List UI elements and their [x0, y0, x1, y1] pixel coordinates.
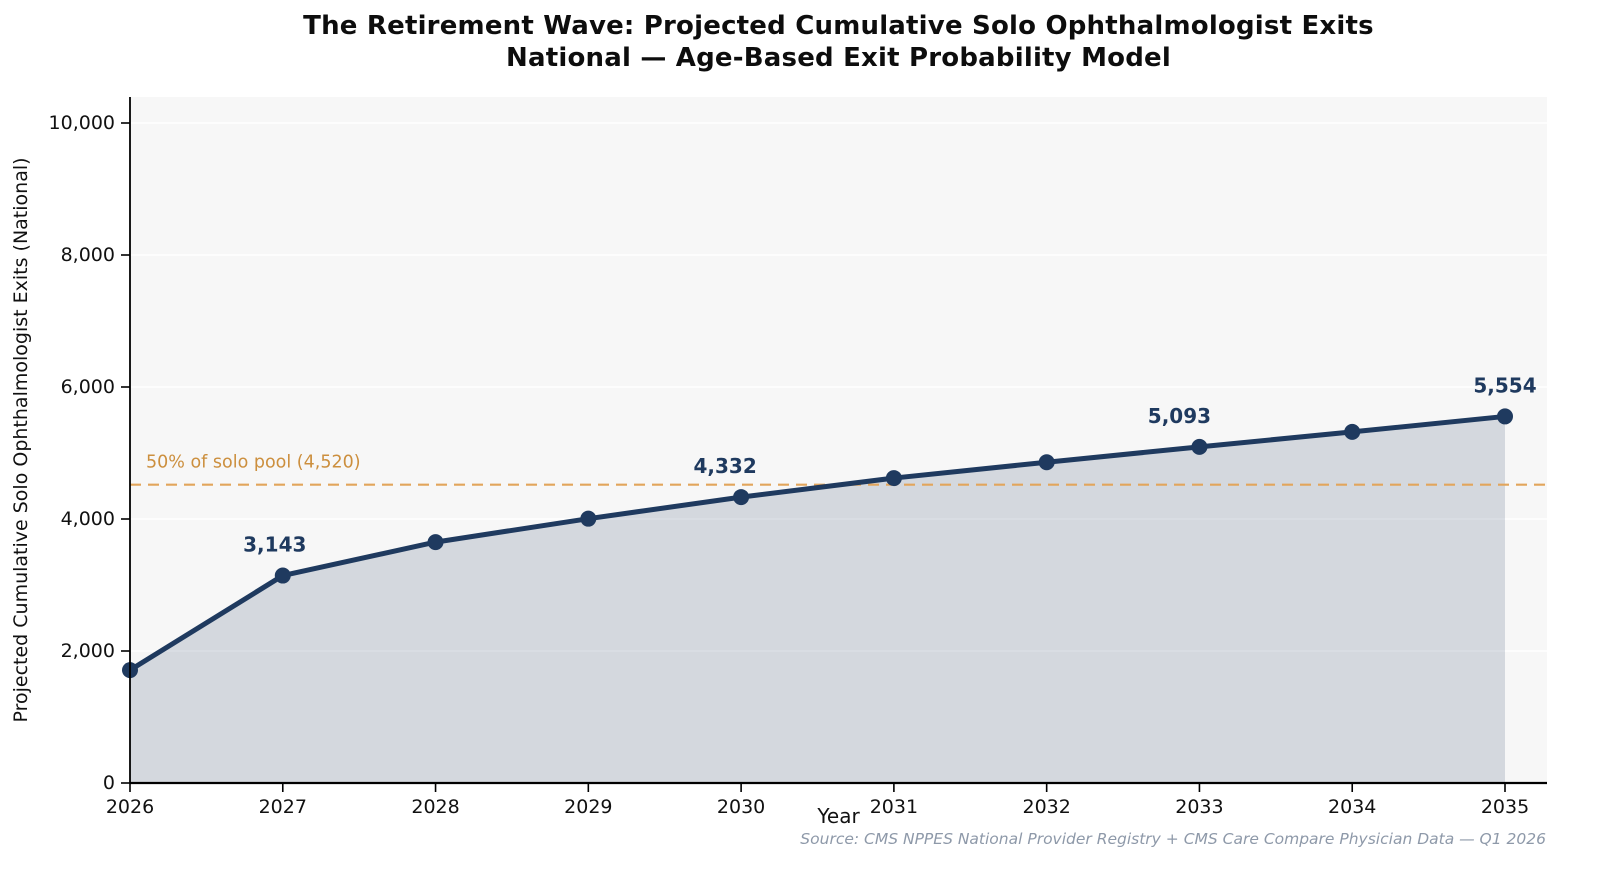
x-tick-label: 2033 [1175, 796, 1223, 818]
data-point-marker [274, 567, 291, 584]
y-tick-label: 8,000 [61, 244, 115, 266]
data-point-marker [885, 470, 902, 487]
y-tick-label: 2,000 [61, 640, 115, 662]
x-tick-label: 2026 [106, 796, 154, 818]
x-tick-label: 2028 [411, 796, 459, 818]
data-point-marker [733, 489, 750, 506]
x-tick-label: 2031 [870, 796, 918, 818]
y-tick-label: 4,000 [61, 508, 115, 530]
data-point-marker [1497, 408, 1513, 425]
x-tick-label: 2030 [717, 796, 765, 818]
point-value-label: 3,143 [243, 533, 306, 557]
x-tick-label: 2032 [1022, 796, 1070, 818]
series-line [127, 413, 1508, 673]
plot-background [130, 97, 1547, 783]
x-tick-label: 2035 [1481, 796, 1529, 818]
point-value-label: 5,554 [1473, 373, 1536, 397]
chart-title: The Retirement Wave: Projected Cumulativ… [303, 11, 1374, 73]
data-point-marker [1191, 438, 1208, 455]
y-tick-label: 0 [103, 772, 115, 794]
y-tick-label: 10,000 [49, 112, 115, 134]
point-value-label: 5,093 [1148, 404, 1211, 428]
x-tick-label: 2027 [259, 796, 307, 818]
x-tick-label: 2029 [564, 796, 612, 818]
data-point-marker [580, 510, 597, 527]
point-value-label: 4,332 [693, 454, 756, 478]
source-note: Source: CMS NPPES National Provider Regi… [800, 830, 1546, 848]
area-fill [130, 416, 1505, 783]
data-point-marker [1344, 423, 1361, 440]
y-tick-label: 6,000 [61, 376, 115, 398]
data-point-marker [427, 534, 444, 551]
threshold-label: 50% of solo pool (4,520) [146, 453, 361, 473]
data-point-marker [1038, 454, 1055, 471]
x-tick-label: 2034 [1328, 796, 1376, 818]
x-axis-label: Year [817, 804, 860, 828]
